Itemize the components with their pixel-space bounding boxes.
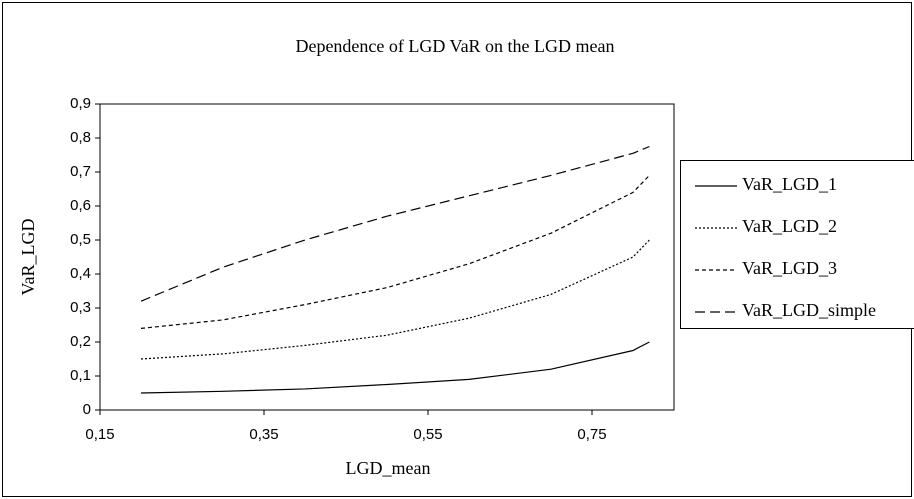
y-tick-label: 0,1 <box>70 367 91 384</box>
legend: VaR_LGD_1 VaR_LGD_2 VaR_LGD_3 VaR_LGD_simpl… <box>695 174 876 320</box>
series-line <box>140 239 650 360</box>
x-axis-label: LGD_mean <box>346 458 431 478</box>
legend-label: VaR_LGD_simple <box>742 300 876 320</box>
y-tick-label: 0,4 <box>70 265 91 282</box>
series-line <box>140 341 650 394</box>
x-tick-label: 0,35 <box>249 426 278 443</box>
series-line <box>140 174 650 329</box>
legend-box <box>680 160 914 329</box>
y-tick-label: 0,2 <box>70 333 91 350</box>
y-tick-label: 0,9 <box>70 95 91 112</box>
y-tick-label: 0,3 <box>70 299 91 316</box>
y-axis-label: VaR_LGD <box>18 219 38 296</box>
x-tick-label: 0,55 <box>413 426 442 443</box>
legend-label: VaR_LGD_2 <box>742 216 837 236</box>
y-tick-label: 0,8 <box>70 129 91 146</box>
y-tick-label: 0,5 <box>70 231 91 248</box>
x-tick-label: 0,75 <box>577 426 606 443</box>
y-tick-label: 0,6 <box>70 197 91 214</box>
y-tick-label: 0 <box>83 401 91 418</box>
legend-label: VaR_LGD_3 <box>742 258 837 278</box>
legend-label: VaR_LGD_1 <box>742 174 837 194</box>
y-tick-label: 0,7 <box>70 163 91 180</box>
series-line <box>140 145 650 302</box>
plot-area <box>99 103 675 411</box>
x-tick-label: 0,15 <box>85 426 114 443</box>
chart-title: Dependence of LGD VaR on the LGD mean <box>295 36 614 56</box>
